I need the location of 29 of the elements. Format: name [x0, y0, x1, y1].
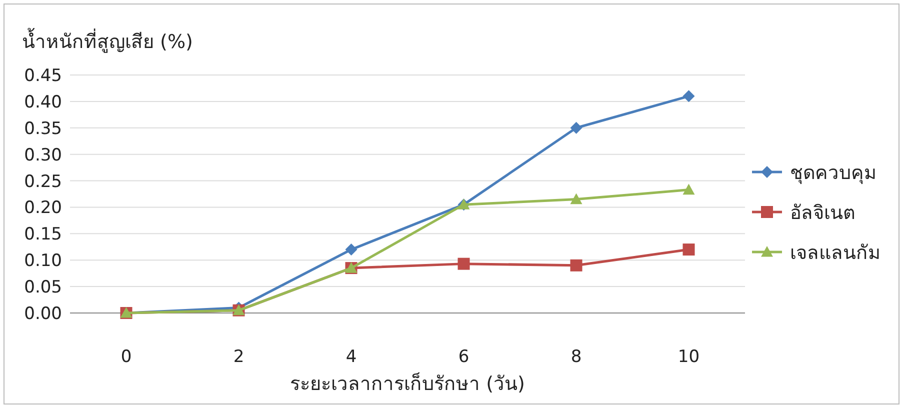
point	[682, 184, 695, 195]
x-tick-label: 2	[233, 347, 244, 367]
point	[345, 244, 358, 256]
y-tick-label: 0.15	[24, 224, 62, 245]
y-axis-title: น้ำหนักที่สูญเสีย (%)	[22, 28, 193, 53]
y-tick-label: 0.30	[24, 145, 62, 166]
y-tick-label: 0.20	[24, 198, 62, 218]
x-tick-label: 6	[458, 347, 470, 367]
point	[570, 259, 582, 272]
x-tick-label: 8	[570, 347, 582, 367]
y-tick-label: 0.40	[24, 92, 62, 112]
legend-label: อัลจิเนต	[790, 202, 855, 224]
y-tick-label: 0.35	[24, 118, 62, 139]
y-tick-label: 0.25	[24, 172, 62, 192]
y-tick-label: 0.00	[24, 304, 62, 324]
legend-label: ชุดควบคุม	[790, 162, 877, 185]
x-tick-label: 0	[120, 347, 132, 367]
point	[682, 244, 695, 256]
y-tick-label: 0.05	[24, 278, 62, 298]
point	[682, 90, 695, 102]
y-tick-label: 0.45	[24, 66, 62, 86]
point	[570, 122, 582, 134]
point	[458, 258, 470, 270]
y-tick-label: 0.10	[24, 251, 62, 272]
point	[570, 193, 582, 204]
x-tick-label: 4	[346, 347, 357, 367]
legend-label: เจลแลนกัม	[790, 242, 881, 264]
x-tick-label: 10	[678, 347, 700, 367]
x-axis-title: ระยะเวลาการเก็บรักษา (วัน)	[290, 371, 525, 395]
